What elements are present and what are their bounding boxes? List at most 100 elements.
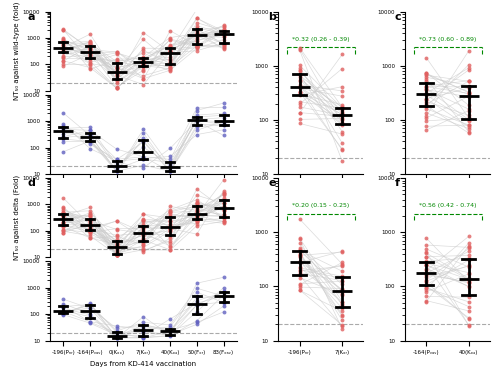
Point xyxy=(112,57,120,63)
Point xyxy=(220,121,228,127)
Point xyxy=(140,229,147,235)
Point xyxy=(60,125,68,132)
Point xyxy=(422,265,430,272)
Point xyxy=(166,46,174,52)
Point xyxy=(112,252,120,258)
Point xyxy=(60,308,68,315)
Point xyxy=(112,85,120,91)
Point xyxy=(296,249,304,255)
Point xyxy=(60,216,68,222)
Point xyxy=(140,138,147,144)
Point xyxy=(166,218,174,224)
Point xyxy=(338,128,346,135)
Point xyxy=(112,238,120,244)
Point xyxy=(422,86,430,92)
Point xyxy=(193,319,201,325)
Point xyxy=(112,252,120,258)
Point xyxy=(465,125,473,132)
Point xyxy=(422,96,430,102)
Point xyxy=(112,84,120,90)
Point xyxy=(140,324,147,330)
Point xyxy=(465,264,473,270)
Point xyxy=(60,37,68,43)
Point xyxy=(86,235,94,241)
Point xyxy=(465,116,473,123)
Point xyxy=(112,252,120,258)
Point xyxy=(338,120,346,126)
Point xyxy=(112,72,120,79)
Point xyxy=(220,195,228,201)
Text: f: f xyxy=(395,178,400,188)
Point xyxy=(220,27,228,33)
Point xyxy=(193,43,201,49)
Point xyxy=(296,267,304,274)
Point xyxy=(86,39,94,46)
Point xyxy=(112,250,120,256)
Point xyxy=(166,65,174,71)
Point xyxy=(220,26,228,33)
Point xyxy=(296,247,304,253)
Point xyxy=(338,101,346,108)
Point xyxy=(112,238,120,244)
Point xyxy=(86,56,94,62)
Point xyxy=(422,55,430,61)
Point xyxy=(220,293,228,300)
Point xyxy=(193,36,201,42)
Point xyxy=(140,67,147,73)
Point xyxy=(60,207,68,213)
Point xyxy=(338,131,346,137)
Point xyxy=(166,240,174,246)
Point xyxy=(465,262,473,269)
Point xyxy=(465,245,473,252)
Point xyxy=(112,168,120,175)
Point xyxy=(140,154,147,160)
Point xyxy=(140,313,147,320)
Point xyxy=(86,301,94,307)
Point xyxy=(296,67,304,74)
Point xyxy=(86,54,94,60)
Point xyxy=(166,164,174,171)
Point xyxy=(86,229,94,235)
Point xyxy=(422,248,430,255)
Point xyxy=(60,221,68,228)
Point xyxy=(112,245,120,251)
Point xyxy=(86,46,94,52)
Point xyxy=(112,49,120,55)
Point xyxy=(220,214,228,220)
Point xyxy=(422,123,430,129)
Point xyxy=(296,91,304,97)
Point xyxy=(86,60,94,67)
Point xyxy=(338,286,346,292)
Point xyxy=(166,332,174,339)
Point xyxy=(86,45,94,51)
Point xyxy=(465,62,473,68)
Point xyxy=(338,277,346,284)
Y-axis label: NT₅₀ against delta (Fold): NT₅₀ against delta (Fold) xyxy=(14,175,20,260)
Point xyxy=(86,52,94,58)
Point xyxy=(60,40,68,46)
Point xyxy=(193,32,201,38)
Point xyxy=(112,68,120,74)
Point xyxy=(193,30,201,36)
Point xyxy=(166,224,174,230)
Point xyxy=(86,65,94,71)
Point xyxy=(166,213,174,219)
Point xyxy=(422,278,430,284)
Point xyxy=(86,220,94,226)
Point xyxy=(60,61,68,67)
Point xyxy=(60,45,68,51)
Point xyxy=(338,289,346,295)
Point xyxy=(338,112,346,118)
Point xyxy=(338,104,346,110)
Point xyxy=(166,61,174,67)
Point xyxy=(193,280,201,286)
Point xyxy=(60,311,68,317)
Point xyxy=(193,27,201,33)
Point xyxy=(60,228,68,234)
Point xyxy=(166,50,174,56)
Point xyxy=(465,78,473,84)
Point xyxy=(166,218,174,224)
Point xyxy=(60,134,68,140)
Point xyxy=(86,313,94,320)
Point xyxy=(60,303,68,310)
